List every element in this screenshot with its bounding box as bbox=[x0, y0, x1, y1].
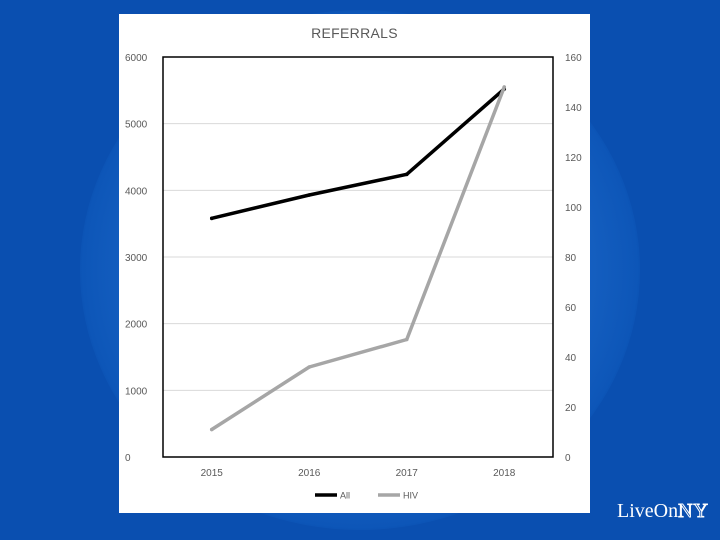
series-point-all bbox=[307, 193, 312, 197]
x-axis-tick-label: 2018 bbox=[493, 468, 516, 479]
logo-prefix: LiveOn bbox=[617, 500, 679, 522]
right-axis-tick-label: 0 bbox=[565, 453, 571, 464]
right-axis-tick-label: 120 bbox=[565, 153, 582, 164]
right-axis-tick-label: 160 bbox=[565, 53, 582, 64]
right-axis-tick-label: 60 bbox=[565, 303, 577, 314]
series-point-hiv bbox=[404, 337, 409, 342]
right-axis-tick-label: 20 bbox=[565, 403, 577, 414]
right-axis-tick-label: 80 bbox=[565, 253, 577, 264]
legend-label-all: All bbox=[340, 491, 350, 501]
left-axis-tick-label: 3000 bbox=[125, 253, 148, 264]
series-line-all bbox=[210, 87, 506, 221]
left-axis-tick-label: 0 bbox=[125, 453, 131, 464]
x-axis-tick-label: 2015 bbox=[201, 468, 224, 479]
left-axis-tick-label: 2000 bbox=[125, 320, 148, 331]
series-point-all bbox=[209, 216, 214, 221]
series-point-hiv bbox=[502, 85, 507, 89]
line-chart: 0 1000 2000 3000 4000 5000 6000 0 20 40 60 80 100 120… bbox=[125, 53, 582, 501]
chart-title: REFERRALS bbox=[311, 25, 398, 41]
right-axis-tick-label: 100 bbox=[565, 203, 582, 214]
series-point-all bbox=[404, 172, 409, 177]
logo-suffix: NY bbox=[678, 500, 709, 523]
left-axis-tick-label: 4000 bbox=[125, 186, 148, 197]
x-axis-tick-label: 2016 bbox=[298, 468, 321, 479]
chart-card: REFERRALS 0 1000 2000 3000 4000 5000 6000 0 20 40… bbox=[119, 14, 590, 513]
left-axis-tick-label: 6000 bbox=[125, 53, 148, 64]
series-point-hiv bbox=[209, 427, 214, 432]
left-axis-tick-label: 1000 bbox=[125, 386, 148, 397]
legend-label-hiv: HIV bbox=[403, 491, 418, 501]
x-axis-tick-label: 2017 bbox=[396, 468, 419, 479]
liveonny-logo: LiveOnNY bbox=[617, 500, 709, 523]
right-axis-tick-label: 40 bbox=[565, 353, 577, 364]
plot-area-frame bbox=[162, 56, 554, 458]
left-axis-tick-label: 5000 bbox=[125, 120, 148, 131]
right-axis-tick-label: 140 bbox=[565, 103, 582, 114]
series-point-hiv bbox=[307, 365, 312, 369]
series-line-hiv bbox=[210, 85, 506, 432]
